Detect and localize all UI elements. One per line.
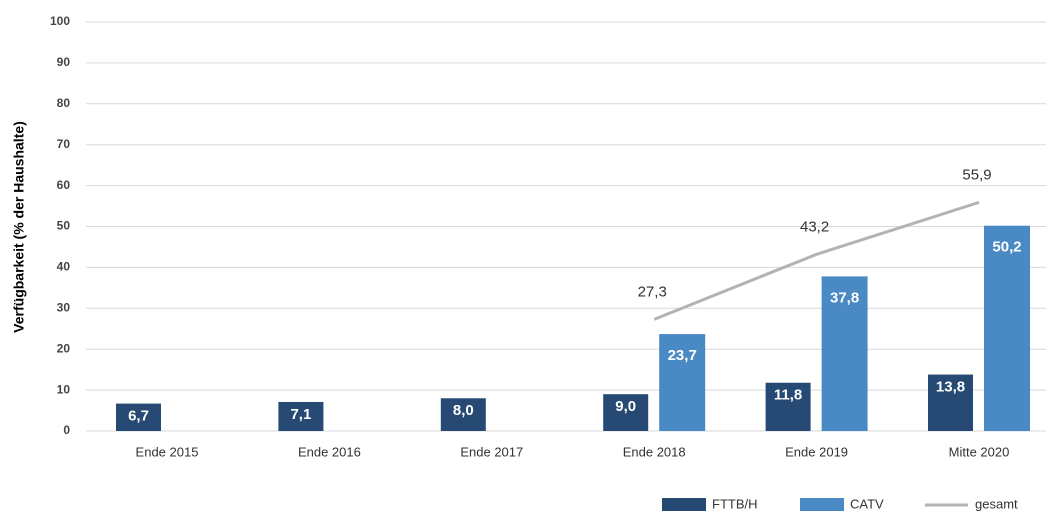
x-tick-label: Ende 2017 [460,444,523,459]
y-axis-label: Verfügbarkeit (% der Haushalte) [11,121,27,333]
y-tick-label: 30 [57,300,71,314]
legend-swatch [662,498,706,511]
bar [440,398,486,431]
data-label: 9,0 [615,398,636,415]
bar [659,334,706,431]
x-tick-label: Ende 2018 [623,444,686,459]
data-label: 37,8 [830,289,859,306]
data-label: 43,2 [800,218,829,235]
legend-label: FTTB/H [712,496,758,511]
bar [821,276,868,431]
data-label: 11,8 [774,387,802,404]
y-tick-label: 90 [57,55,71,69]
x-tick-label: Ende 2015 [136,444,199,459]
line [653,200,980,321]
x-tick-label: Ende 2019 [785,444,848,459]
y-tick-label: 40 [57,260,71,274]
data-label: 6,7 [128,408,149,425]
y-tick-label: 70 [57,137,71,151]
y-tick-label: 100 [50,14,70,28]
data-label: 13,8 [936,379,965,396]
legend-swatch [800,498,844,511]
bar [278,401,324,431]
y-tick-label: 10 [57,382,71,396]
data-label: 55,9 [962,166,991,183]
y-tick-label: 80 [57,96,71,110]
data-label: 8,0 [453,402,474,419]
bar [603,394,649,431]
data-label: 27,3 [638,283,667,300]
y-tick-label: 50 [57,219,71,233]
x-tick-label: Mitte 2020 [949,444,1010,459]
y-tick-label: 60 [57,178,71,192]
bar [928,374,973,431]
bar [984,225,1030,431]
data-label: 50,2 [992,239,1021,256]
legend-label: gesamt [975,496,1018,511]
y-tick-label: 20 [57,341,71,355]
bar [765,382,811,431]
y-tick-label: 0 [63,423,70,437]
data-label: 7,1 [290,406,311,423]
data-label: 23,7 [668,347,697,364]
bar [116,403,161,431]
legend-label: CATV [850,496,884,511]
x-tick-label: Ende 2016 [298,444,361,459]
